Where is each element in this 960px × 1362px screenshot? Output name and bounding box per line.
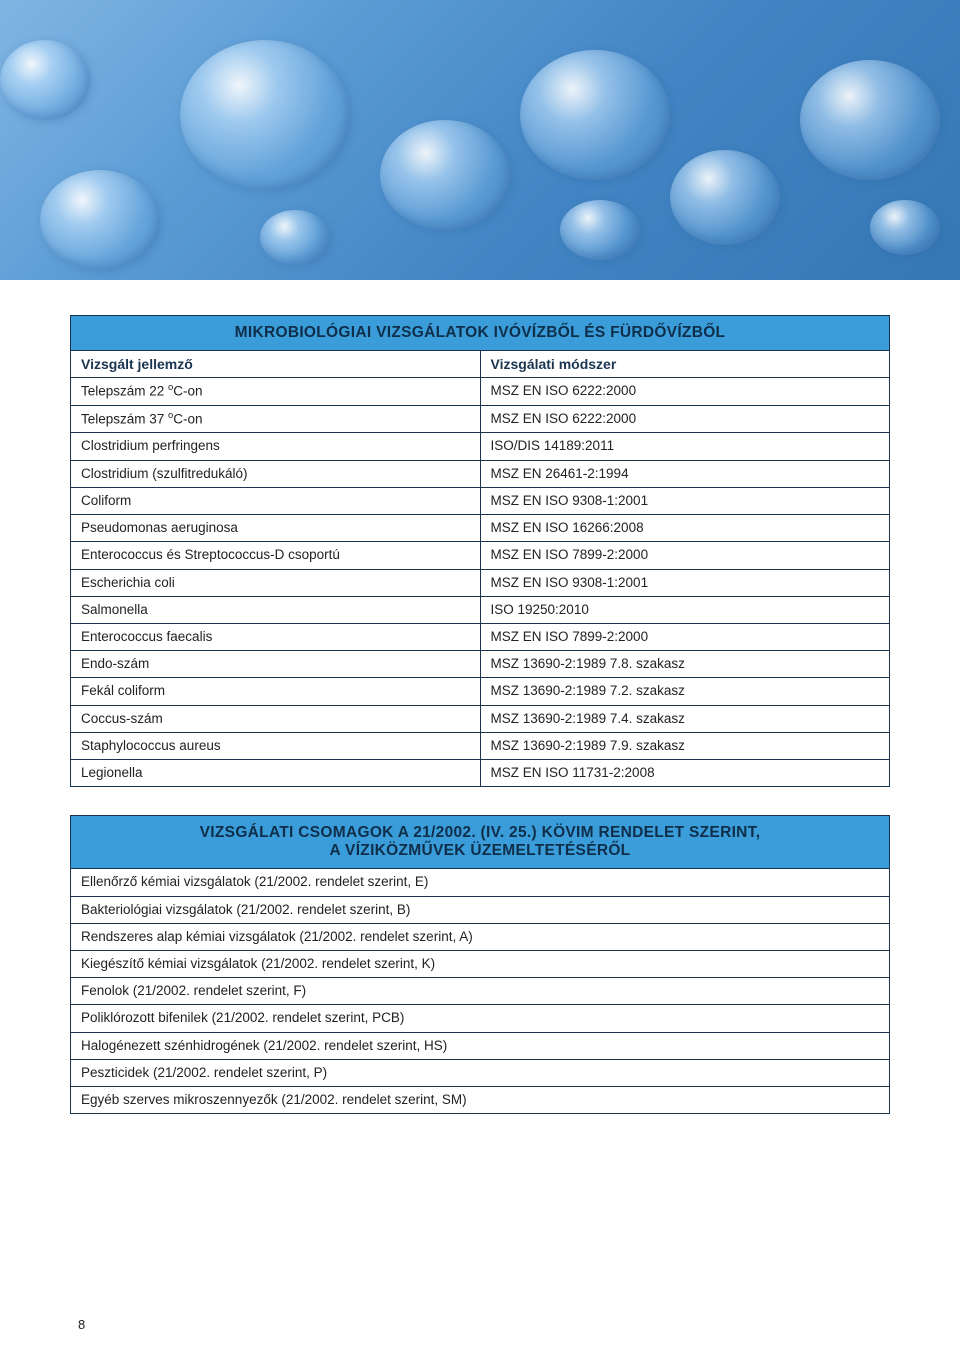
method-cell: MSZ EN ISO 7899-2:2000 [480,623,890,650]
water-droplet-icon [560,200,640,260]
water-droplet-icon [520,50,670,180]
method-cell: MSZ EN ISO 7899-2:2000 [480,542,890,569]
parameter-cell: Salmonella [71,596,481,623]
hero-banner [0,0,960,280]
method-cell: MSZ 13690-2:1989 7.9. szakasz [480,732,890,759]
table-row: Clostridium perfringensISO/DIS 14189:201… [71,433,890,460]
parameter-cell: Escherichia coli [71,569,481,596]
table-row: Telepszám 22 oC-onMSZ EN ISO 6222:2000 [71,378,890,406]
table-header-row: Vizsgált jellemző Vizsgálati módszer [71,351,890,378]
package-cell: Halogénezett szénhidrogének (21/2002. re… [71,1032,890,1059]
table-row: LegionellaMSZ EN ISO 11731-2:2008 [71,760,890,787]
parameter-cell: Enterococcus faecalis [71,623,481,650]
parameter-cell: Pseudomonas aeruginosa [71,515,481,542]
packages-table: VIZSGÁLATI CSOMAGOK A 21/2002. (IV. 25.)… [70,815,890,1114]
method-cell: MSZ EN 26461-2:1994 [480,460,890,487]
content-area: MIKROBIOLÓGIAI VIZSGÁLATOK IVÓVÍZBŐL ÉS … [0,280,960,1114]
table-row: Enterococcus és Streptococcus-D csoportú… [71,542,890,569]
table-row: Halogénezett szénhidrogének (21/2002. re… [71,1032,890,1059]
parameter-cell: Endo-szám [71,651,481,678]
method-cell: MSZ EN ISO 11731-2:2008 [480,760,890,787]
table-row: Enterococcus faecalisMSZ EN ISO 7899-2:2… [71,623,890,650]
package-cell: Ellenőrző kémiai vizsgálatok (21/2002. r… [71,869,890,896]
table2-title-line1: VIZSGÁLATI CSOMAGOK A 21/2002. (IV. 25.)… [200,824,761,841]
water-droplet-icon [870,200,940,255]
table-row: Bakteriológiai vizsgálatok (21/2002. ren… [71,896,890,923]
package-cell: Fenolok (21/2002. rendelet szerint, F) [71,978,890,1005]
water-droplet-icon [180,40,350,190]
parameter-cell: Clostridium perfringens [71,433,481,460]
table-row: Endo-számMSZ 13690-2:1989 7.8. szakasz [71,651,890,678]
method-cell: ISO 19250:2010 [480,596,890,623]
water-droplet-icon [380,120,510,230]
table-row: Clostridium (szulfitredukáló)MSZ EN 2646… [71,460,890,487]
method-cell: MSZ EN ISO 16266:2008 [480,515,890,542]
method-cell: MSZ 13690-2:1989 7.8. szakasz [480,651,890,678]
parameter-cell: Coliform [71,487,481,514]
table-row: Poliklórozott bifenilek (21/2002. rendel… [71,1005,890,1032]
package-cell: Poliklórozott bifenilek (21/2002. rendel… [71,1005,890,1032]
table-row: Fekál coliformMSZ 13690-2:1989 7.2. szak… [71,678,890,705]
table-row: Kiegészítő kémiai vizsgálatok (21/2002. … [71,950,890,977]
package-cell: Kiegészítő kémiai vizsgálatok (21/2002. … [71,950,890,977]
page-number: 8 [78,1317,85,1332]
table-row: Staphylococcus aureusMSZ 13690-2:1989 7.… [71,732,890,759]
table-row: Egyéb szerves mikroszennyezők (21/2002. … [71,1087,890,1114]
table-row: Fenolok (21/2002. rendelet szerint, F) [71,978,890,1005]
parameter-cell: Enterococcus és Streptococcus-D csoportú [71,542,481,569]
parameter-cell: Fekál coliform [71,678,481,705]
table-row: Coccus-számMSZ 13690-2:1989 7.4. szakasz [71,705,890,732]
water-droplet-icon [670,150,780,245]
parameter-cell: Coccus-szám [71,705,481,732]
table-title-row: MIKROBIOLÓGIAI VIZSGÁLATOK IVÓVÍZBŐL ÉS … [71,316,890,351]
water-droplet-icon [40,170,160,270]
method-cell: MSZ 13690-2:1989 7.4. szakasz [480,705,890,732]
parameter-cell: Legionella [71,760,481,787]
table-row: Rendszeres alap kémiai vizsgálatok (21/2… [71,923,890,950]
package-cell: Rendszeres alap kémiai vizsgálatok (21/2… [71,923,890,950]
method-cell: MSZ EN ISO 9308-1:2001 [480,487,890,514]
microbiology-table: MIKROBIOLÓGIAI VIZSGÁLATOK IVÓVÍZBŐL ÉS … [70,315,890,787]
package-cell: Egyéb szerves mikroszennyezők (21/2002. … [71,1087,890,1114]
parameter-cell: Staphylococcus aureus [71,732,481,759]
table-row: ColiformMSZ EN ISO 9308-1:2001 [71,487,890,514]
table2-title: VIZSGÁLATI CSOMAGOK A 21/2002. (IV. 25.)… [71,816,890,869]
table-row: Telepszám 37 oC-onMSZ EN ISO 6222:2000 [71,405,890,433]
table-row: Pseudomonas aeruginosaMSZ EN ISO 16266:2… [71,515,890,542]
package-cell: Peszticidek (21/2002. rendelet szerint, … [71,1059,890,1086]
table-row: Peszticidek (21/2002. rendelet szerint, … [71,1059,890,1086]
method-cell: MSZ 13690-2:1989 7.2. szakasz [480,678,890,705]
table-title-row: VIZSGÁLATI CSOMAGOK A 21/2002. (IV. 25.)… [71,816,890,869]
parameter-cell: Clostridium (szulfitredukáló) [71,460,481,487]
method-cell: MSZ EN ISO 6222:2000 [480,405,890,433]
table2-title-line2: A VÍZIKÖZMŰVEK ÜZEMELTETÉSÉRŐL [330,842,631,859]
table-row: Ellenőrző kémiai vizsgálatok (21/2002. r… [71,869,890,896]
table-row: Escherichia coliMSZ EN ISO 9308-1:2001 [71,569,890,596]
method-cell: MSZ EN ISO 6222:2000 [480,378,890,406]
table1-col2-header: Vizsgálati módszer [480,351,890,378]
parameter-cell: Telepszám 37 oC-on [71,405,481,433]
table1-title: MIKROBIOLÓGIAI VIZSGÁLATOK IVÓVÍZBŐL ÉS … [71,316,890,351]
water-droplet-icon [0,40,90,120]
package-cell: Bakteriológiai vizsgálatok (21/2002. ren… [71,896,890,923]
table-row: SalmonellaISO 19250:2010 [71,596,890,623]
method-cell: MSZ EN ISO 9308-1:2001 [480,569,890,596]
water-droplet-icon [800,60,940,180]
water-droplet-icon [260,210,330,265]
method-cell: ISO/DIS 14189:2011 [480,433,890,460]
table1-col1-header: Vizsgált jellemző [71,351,481,378]
parameter-cell: Telepszám 22 oC-on [71,378,481,406]
